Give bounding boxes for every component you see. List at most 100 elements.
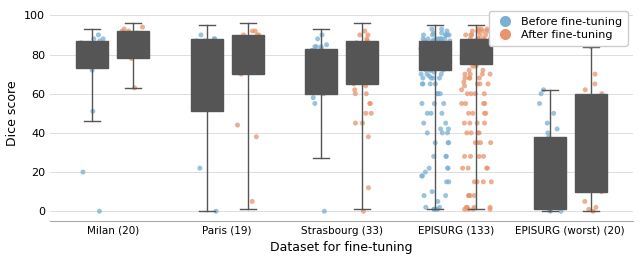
Point	[443, 141, 453, 145]
Point	[322, 56, 332, 61]
Point	[588, 209, 598, 213]
Point	[464, 76, 474, 80]
Point	[433, 53, 443, 57]
Point	[485, 72, 495, 76]
Point	[481, 33, 491, 37]
Point	[588, 131, 598, 135]
Point	[478, 56, 488, 61]
Point	[444, 56, 454, 61]
Point	[433, 37, 444, 41]
Point	[417, 174, 428, 178]
Point	[438, 45, 449, 49]
Point	[479, 45, 490, 49]
Point	[205, 53, 215, 57]
Point	[207, 43, 217, 47]
Point	[424, 45, 435, 49]
Point	[78, 170, 88, 174]
Point	[461, 41, 472, 45]
Point	[588, 180, 598, 184]
Point	[308, 95, 318, 100]
Point	[428, 62, 438, 66]
Point	[425, 47, 435, 51]
Point	[428, 64, 438, 68]
Point	[420, 45, 430, 49]
Point	[595, 170, 605, 174]
Point	[191, 39, 201, 43]
Point	[235, 62, 245, 66]
Point	[543, 131, 553, 135]
Point	[426, 111, 436, 115]
Point	[443, 166, 453, 170]
Point	[474, 76, 484, 80]
Point	[420, 47, 430, 51]
Point	[459, 80, 469, 84]
Point	[467, 33, 477, 37]
Point	[203, 68, 213, 72]
Point	[552, 199, 563, 204]
Point	[443, 45, 453, 49]
Point	[478, 37, 488, 41]
Point	[436, 37, 447, 41]
Point	[482, 27, 492, 31]
Point	[442, 29, 452, 33]
Point	[433, 199, 443, 204]
Point	[196, 33, 206, 37]
Point	[128, 41, 138, 45]
Point	[472, 121, 483, 125]
Point	[209, 49, 219, 53]
Point	[461, 33, 471, 37]
Point	[417, 53, 427, 57]
Point	[477, 50, 488, 55]
Point	[483, 29, 493, 33]
Point	[476, 141, 486, 145]
Point	[470, 64, 481, 68]
Point	[311, 45, 321, 49]
Point	[485, 207, 495, 211]
Point	[462, 92, 472, 96]
Point	[422, 111, 433, 115]
Point	[469, 54, 479, 58]
Point	[430, 82, 440, 86]
Point	[323, 72, 333, 76]
Point	[478, 45, 488, 49]
Point	[87, 43, 97, 47]
Point	[463, 193, 474, 198]
Point	[364, 186, 374, 190]
Point	[314, 76, 324, 80]
Point	[124, 29, 134, 33]
Point	[468, 64, 478, 68]
Point	[365, 101, 375, 106]
Point	[99, 45, 109, 49]
Point	[198, 86, 209, 90]
Point	[316, 68, 326, 72]
Point	[424, 74, 435, 78]
Point	[436, 27, 447, 31]
Point	[316, 47, 326, 51]
Point	[584, 207, 594, 211]
Point	[122, 37, 132, 41]
Point	[433, 92, 443, 96]
Point	[421, 68, 431, 72]
Point	[94, 62, 104, 66]
Point	[468, 47, 478, 51]
Point	[312, 37, 323, 41]
Point	[463, 166, 473, 170]
Point	[556, 209, 566, 213]
Point	[238, 68, 248, 72]
Point	[426, 68, 436, 72]
Point	[577, 160, 588, 164]
Point	[586, 45, 596, 49]
Point	[119, 27, 129, 31]
Point	[126, 56, 136, 61]
Point	[428, 49, 438, 53]
Point	[469, 62, 479, 66]
Point	[93, 56, 103, 61]
Y-axis label: Dice score: Dice score	[6, 81, 19, 146]
Point	[417, 82, 428, 86]
Point	[419, 193, 429, 198]
Point	[473, 29, 483, 33]
Point	[485, 205, 495, 209]
Point	[443, 54, 453, 58]
Point	[323, 53, 333, 57]
PathPatch shape	[232, 35, 264, 74]
